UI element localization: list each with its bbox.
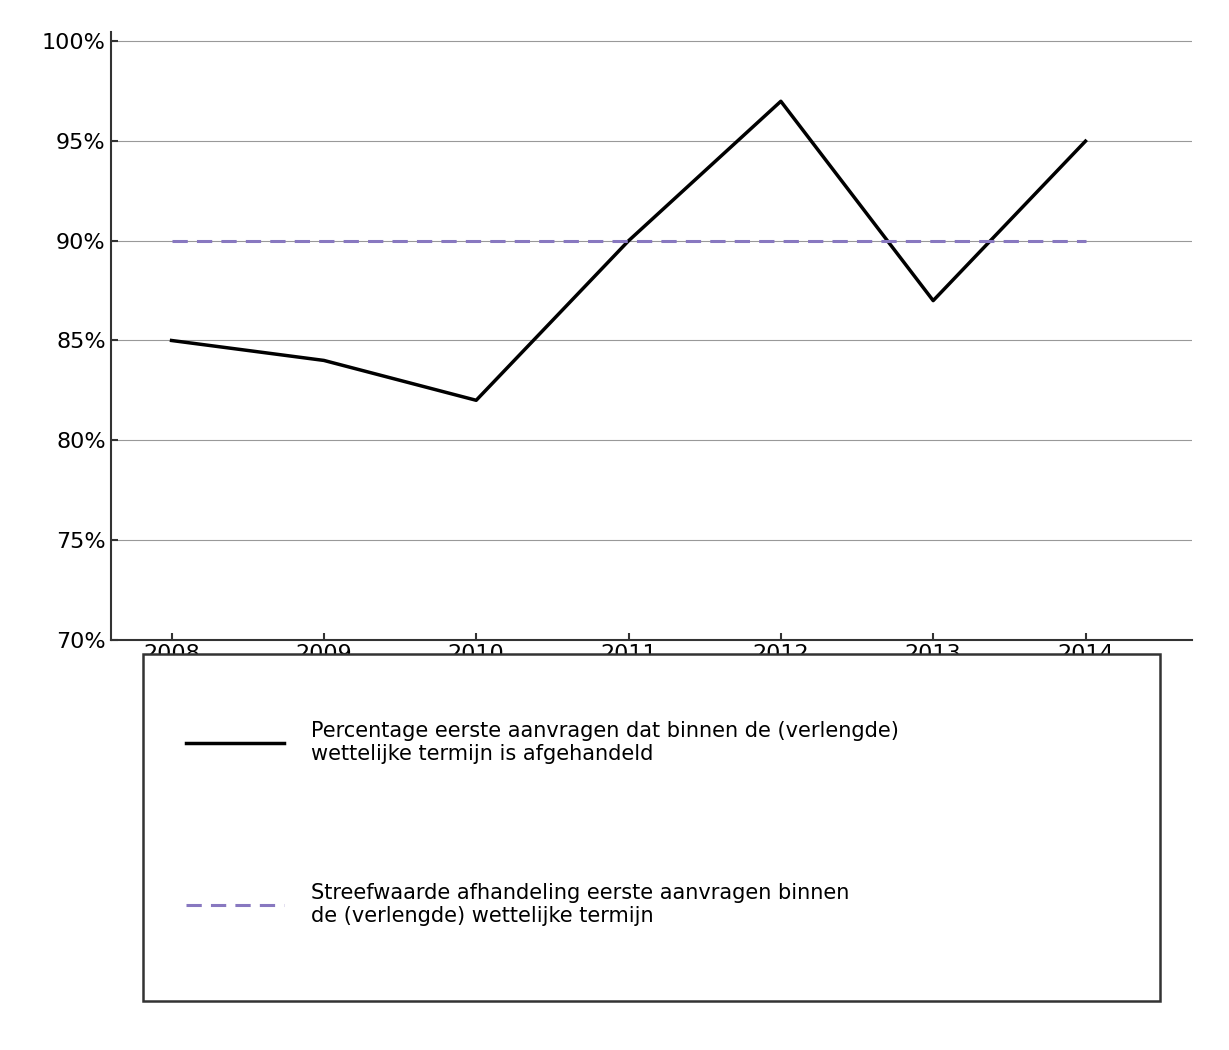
Text: Percentage eerste aanvragen dat binnen de (verlengde)
wettelijke termijn is afge: Percentage eerste aanvragen dat binnen d… [311,721,898,764]
Text: Streefwaarde afhandeling eerste aanvragen binnen
de (verlengde) wettelijke termi: Streefwaarde afhandeling eerste aanvrage… [311,883,849,926]
FancyBboxPatch shape [143,654,1160,1001]
